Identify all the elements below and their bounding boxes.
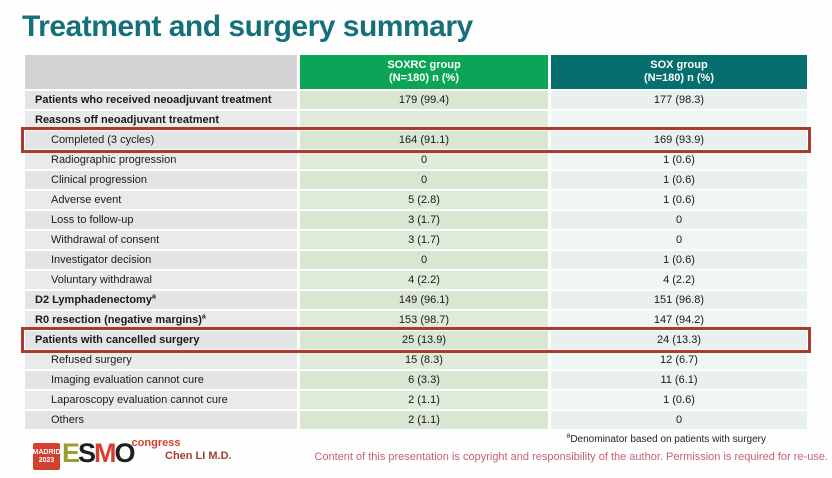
cell-sox-value (551, 111, 807, 129)
row-label: Reasons off neoadjuvant treatment (25, 111, 297, 129)
cell-soxrc-value (300, 111, 548, 129)
table-body: Patients who received neoadjuvant treatm… (21, 91, 811, 429)
cell-soxrc-value: 2 (1.1) (300, 411, 548, 429)
row-label: Adverse event (25, 191, 297, 209)
badge-year: 2023 (38, 456, 55, 464)
esmo-congress-logo: MADRID 2023 ESMO congress (32, 437, 181, 470)
table-row: Completed (3 cycles) 164 (91.1) 169 (93.… (21, 127, 811, 153)
cell-soxrc-value: 3 (1.7) (300, 211, 548, 229)
cell-sox-value: 1 (0.6) (551, 391, 807, 409)
cell-sox-value: 1 (0.6) (551, 191, 807, 209)
table-header-row: SOXRC group (N=180) n (%) SOX group (N=1… (25, 55, 807, 89)
table-row: Loss to follow-up 3 (1.7) 0 (25, 211, 807, 229)
treatment-surgery-table: SOXRC group (N=180) n (%) SOX group (N=1… (21, 55, 811, 431)
table-row: Voluntary withdrawal 4 (2.2) 4 (2.2) (25, 271, 807, 289)
table-row: Withdrawal of consent 3 (1.7) 0 (25, 231, 807, 249)
table-footnote: aDenominator based on patients with surg… (566, 432, 766, 445)
table-row: Laparoscopy evaluation cannot cure 2 (1.… (25, 391, 807, 409)
cell-soxrc-value: 2 (1.1) (300, 391, 548, 409)
table-row: Imaging evaluation cannot cure 6 (3.3) 1… (25, 371, 807, 389)
cell-sox-value: 151 (96.8) (551, 291, 807, 309)
table-row: Radiographic progression 0 1 (0.6) (25, 151, 807, 169)
cell-sox-value: 11 (6.1) (551, 371, 807, 389)
sox-group-n: (N=180) n (%) (644, 72, 714, 84)
cell-sox-value: 1 (0.6) (551, 151, 807, 169)
cell-soxrc-value: 4 (2.2) (300, 271, 548, 289)
footnote-text: Denominator based on patients with surge… (570, 434, 766, 445)
cell-soxrc-value: 3 (1.7) (300, 231, 548, 249)
esmo-wordmark: ESMO (62, 438, 136, 468)
row-label: Investigator decision (25, 251, 297, 269)
table-row: Adverse event 5 (2.8) 1 (0.6) (25, 191, 807, 209)
footnote-superscript: a (566, 432, 571, 440)
row-label: Others (25, 411, 297, 429)
cell-soxrc-value: 164 (91.1) (300, 131, 548, 149)
cell-soxrc-value: 0 (300, 251, 548, 269)
cell-sox-value: 1 (0.6) (551, 251, 807, 269)
soxrc-group-name: SOXRC group (387, 59, 461, 71)
cell-sox-value: 12 (6.7) (551, 351, 807, 369)
row-label: Refused surgery (25, 351, 297, 369)
table-row: R0 resection (negative margins)a 153 (98… (25, 311, 807, 329)
cell-sox-value: 147 (94.2) (551, 311, 807, 329)
cell-sox-value: 0 (551, 231, 807, 249)
badge-city: MADRID (32, 448, 61, 456)
table-row: Investigator decision 0 1 (0.6) (25, 251, 807, 269)
congress-label: congress (131, 437, 181, 449)
row-label: Patients with cancelled surgery (25, 331, 297, 349)
row-label: Clinical progression (25, 171, 297, 189)
table-row: Patients who received neoadjuvant treatm… (25, 91, 807, 109)
header-sox-group: SOX group (N=180) n (%) (551, 55, 807, 89)
table-row: Clinical progression 0 1 (0.6) (25, 171, 807, 189)
cell-soxrc-value: 5 (2.8) (300, 191, 548, 209)
cell-sox-value: 169 (93.9) (551, 131, 807, 149)
cell-sox-value: 177 (98.3) (551, 91, 807, 109)
cell-soxrc-value: 153 (98.7) (300, 311, 548, 329)
cell-sox-value: 0 (551, 411, 807, 429)
cell-sox-value: 1 (0.6) (551, 171, 807, 189)
row-label: Radiographic progression (25, 151, 297, 169)
table-row: Patients with cancelled surgery 25 (13.9… (21, 327, 811, 353)
table-row: Others 2 (1.1) 0 (25, 411, 807, 429)
madrid-2023-badge: MADRID 2023 (32, 443, 61, 470)
row-label: Withdrawal of consent (25, 231, 297, 249)
cell-soxrc-value: 15 (8.3) (300, 351, 548, 369)
cell-soxrc-value: 149 (96.1) (300, 291, 548, 309)
cell-sox-value: 4 (2.2) (551, 271, 807, 289)
cell-soxrc-value: 179 (99.4) (300, 91, 548, 109)
row-label: Voluntary withdrawal (25, 271, 297, 289)
sox-group-name: SOX group (650, 59, 708, 71)
header-soxrc-group: SOXRC group (N=180) n (%) (300, 55, 548, 89)
header-empty-cell (25, 55, 297, 89)
row-label: Laparoscopy evaluation cannot cure (25, 391, 297, 409)
cell-sox-value: 24 (13.3) (551, 331, 807, 349)
row-label: D2 Lymphadenectomya (25, 291, 297, 309)
table-row: D2 Lymphadenectomya 149 (96.1) 151 (96.8… (25, 291, 807, 309)
author-name: Chen LI M.D. (165, 450, 232, 462)
table-row: Reasons off neoadjuvant treatment (25, 111, 807, 129)
table-row: Refused surgery 15 (8.3) 12 (6.7) (25, 351, 807, 369)
cell-soxrc-value: 0 (300, 151, 548, 169)
row-label: Loss to follow-up (25, 211, 297, 229)
cell-soxrc-value: 6 (3.3) (300, 371, 548, 389)
row-label: R0 resection (negative margins)a (25, 311, 297, 329)
cell-sox-value: 0 (551, 211, 807, 229)
row-label: Completed (3 cycles) (25, 131, 297, 149)
slide-title: Treatment and surgery summary (22, 10, 473, 43)
row-label: Patients who received neoadjuvant treatm… (25, 91, 297, 109)
row-label: Imaging evaluation cannot cure (25, 371, 297, 389)
copyright-notice: Content of this presentation is copyrigh… (314, 451, 828, 463)
cell-soxrc-value: 25 (13.9) (300, 331, 548, 349)
soxrc-group-n: (N=180) n (%) (389, 72, 459, 84)
cell-soxrc-value: 0 (300, 171, 548, 189)
